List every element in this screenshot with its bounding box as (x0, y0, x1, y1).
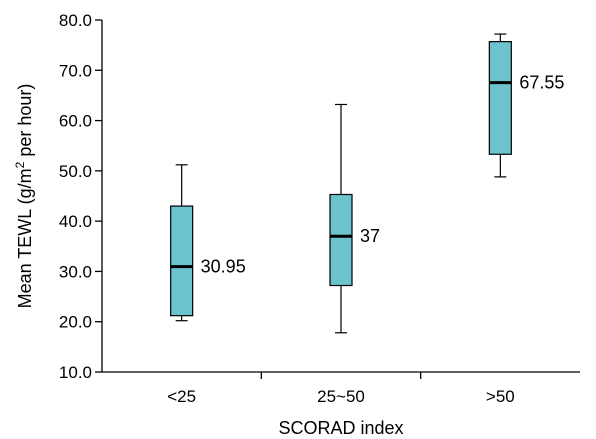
y-tick-label: 70.0 (59, 61, 92, 80)
y-tick-label: 40.0 (59, 212, 92, 231)
y-axis-title-main: Mean TEWL (g/m (15, 168, 35, 308)
box-iqr (488, 41, 512, 155)
y-axis-title: Mean TEWL (g/m2 per hour) (13, 84, 35, 309)
plot-marks: 30.95 37 67.55 (170, 33, 564, 334)
y-axis-title-superscript: 2 (13, 161, 27, 168)
box-iqr (329, 193, 353, 287)
y-tick-label: 10.0 (59, 363, 92, 382)
box-iqr (170, 205, 194, 317)
y-axis-title-suffix: per hour) (15, 84, 35, 162)
y-axis-ticks: 10.0 20.0 30.0 40.0 50.0 60.0 70.0 80.0 (59, 11, 102, 382)
x-tick-label: >50 (486, 387, 515, 406)
y-tick-label: 30.0 (59, 262, 92, 281)
x-tick-label: 25~50 (317, 387, 365, 406)
y-tick-label: 50.0 (59, 162, 92, 181)
median-value-label: 67.55 (519, 73, 564, 93)
x-axis-title: SCORAD index (278, 418, 403, 438)
y-tick-label: 20.0 (59, 313, 92, 332)
median-value-label: 37 (360, 226, 380, 246)
y-tick-label: 60.0 (59, 112, 92, 131)
y-tick-label: 80.0 (59, 11, 92, 30)
x-axis-ticks: <25 25~50 >50 (167, 372, 515, 406)
x-tick-label: <25 (167, 387, 196, 406)
median-value-label: 30.95 (201, 257, 246, 277)
